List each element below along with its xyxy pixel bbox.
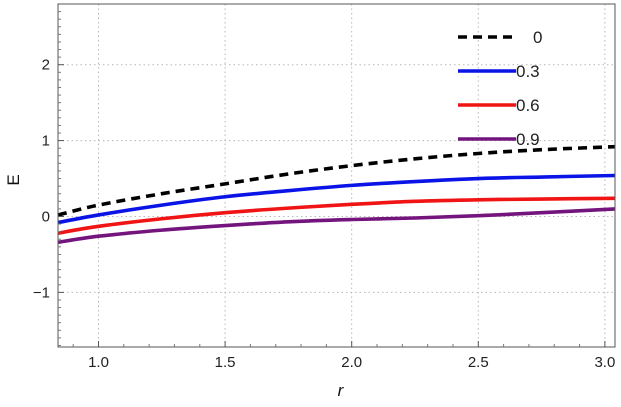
- y-tick-label: 2: [42, 57, 50, 74]
- series-line-0: [57, 144, 616, 217]
- legend-label-2: 0.6: [516, 96, 540, 115]
- y-tick-label: 0: [42, 208, 50, 225]
- y-axis-label: E: [4, 174, 23, 185]
- axis-ticks: 1.0 1.5 2.0 2.5 3.0 −1 0 1 2: [33, 11, 615, 371]
- x-axis-label: r: [338, 381, 345, 400]
- x-tick-label: 2.5: [468, 354, 489, 371]
- x-tick-label: 1.5: [215, 354, 236, 371]
- plot-frame: [57, 3, 616, 348]
- x-tick-label: 1.0: [88, 354, 109, 371]
- legend-label-0: 0: [533, 28, 542, 47]
- y-tick-label: −1: [33, 284, 50, 301]
- series-line-2: [57, 196, 616, 235]
- y-tick-label: 1: [42, 133, 50, 150]
- data-series: [57, 144, 616, 245]
- legend-label-1: 0.3: [516, 62, 540, 81]
- legend-label-3: 0.9: [516, 130, 540, 149]
- legend: 0 0.3 0.6 0.9: [458, 28, 542, 149]
- series-line-1: [57, 173, 616, 225]
- x-tick-label: 2.0: [341, 354, 362, 371]
- x-tick-label: 3.0: [594, 354, 615, 371]
- series-line-3: [57, 207, 616, 245]
